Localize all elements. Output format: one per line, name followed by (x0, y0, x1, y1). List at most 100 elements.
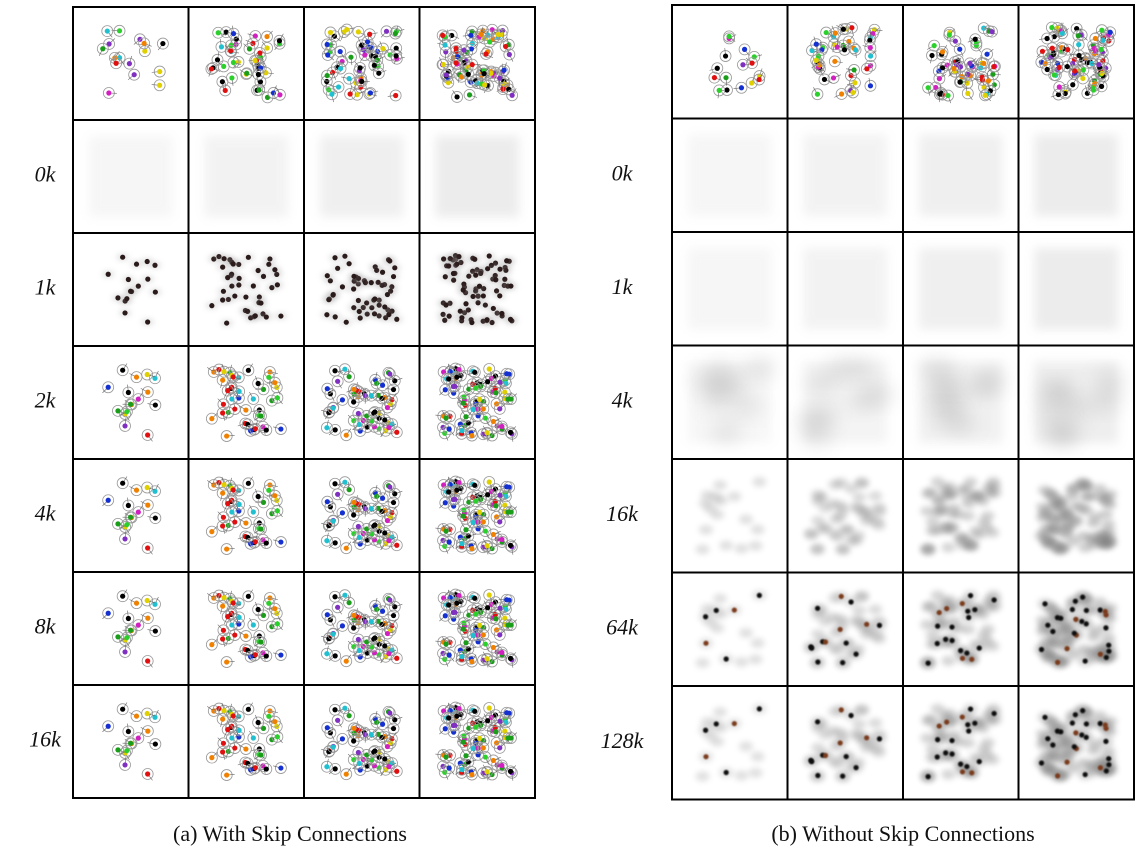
particle (958, 64, 963, 69)
particle (1073, 730, 1078, 735)
particle (949, 624, 954, 629)
particle (153, 402, 158, 407)
particle (253, 652, 258, 657)
particle (1055, 615, 1060, 620)
particle (380, 609, 385, 614)
particle (221, 515, 226, 520)
blob (727, 492, 741, 502)
blob (926, 526, 940, 536)
particle (362, 52, 367, 57)
particle (145, 771, 150, 776)
particle (742, 47, 747, 52)
particle (325, 273, 330, 278)
particle (491, 419, 496, 424)
particle (231, 374, 236, 379)
particle (1050, 46, 1055, 51)
particle (1045, 67, 1050, 72)
particle (344, 772, 349, 777)
particle (484, 656, 489, 661)
particle (124, 522, 129, 527)
particle (1065, 64, 1070, 69)
particle (367, 32, 372, 37)
particle (1091, 87, 1096, 92)
particle (844, 754, 849, 759)
particle (325, 386, 330, 391)
blur-patch (1094, 370, 1126, 392)
particle (258, 300, 263, 305)
particle (461, 281, 466, 286)
particle (497, 519, 502, 524)
particle (848, 713, 853, 718)
blob (868, 718, 882, 728)
particle (703, 728, 708, 733)
particle (472, 370, 477, 375)
particle (493, 390, 498, 395)
particle (248, 541, 253, 546)
particle (275, 395, 280, 400)
particle (342, 254, 347, 259)
blob (868, 491, 882, 501)
particle (960, 714, 965, 719)
particle (508, 656, 513, 661)
particle (965, 91, 970, 96)
particle (949, 751, 954, 756)
particle (145, 658, 150, 663)
particle (220, 523, 225, 528)
row-label: 4k (612, 387, 634, 412)
particle (134, 375, 139, 380)
particle (157, 69, 162, 74)
particle (1044, 36, 1049, 41)
particle (324, 79, 329, 84)
blob (811, 544, 825, 554)
blob (863, 625, 877, 635)
particle (357, 648, 362, 653)
particle (1073, 712, 1078, 717)
row-label: 2k (35, 388, 57, 413)
particle (220, 79, 225, 84)
particle (447, 314, 452, 319)
particle (256, 494, 261, 499)
particle (466, 759, 471, 764)
particle (840, 660, 845, 665)
particle (472, 257, 477, 262)
particle (132, 72, 137, 77)
particle (344, 546, 349, 551)
particle (1045, 623, 1050, 628)
blob (1067, 536, 1081, 546)
blob (1059, 734, 1073, 744)
particle (386, 538, 391, 543)
particle (387, 371, 392, 376)
particle (973, 37, 978, 42)
blob (713, 594, 727, 604)
particle (463, 301, 468, 306)
particle (265, 95, 270, 100)
particle (1080, 76, 1085, 81)
particle (384, 29, 389, 34)
particle (463, 527, 468, 532)
particle (145, 616, 150, 621)
particle (351, 512, 356, 517)
particle (447, 766, 452, 771)
particle (508, 622, 513, 627)
particle (145, 259, 150, 264)
particle (477, 284, 482, 289)
blob (1067, 763, 1081, 773)
blob (713, 707, 727, 717)
particle (493, 616, 498, 621)
particle (503, 44, 508, 49)
particle (338, 49, 343, 54)
particle (472, 483, 477, 488)
particle (225, 614, 230, 619)
particle (461, 513, 466, 518)
particle (732, 721, 737, 726)
particle (703, 754, 708, 759)
particle (347, 261, 352, 266)
particle (461, 626, 466, 631)
particle (256, 607, 261, 612)
particle (324, 651, 329, 656)
particle (244, 71, 249, 76)
particle (484, 543, 489, 548)
particle (853, 47, 858, 52)
particle (454, 714, 459, 719)
particle (258, 639, 263, 644)
